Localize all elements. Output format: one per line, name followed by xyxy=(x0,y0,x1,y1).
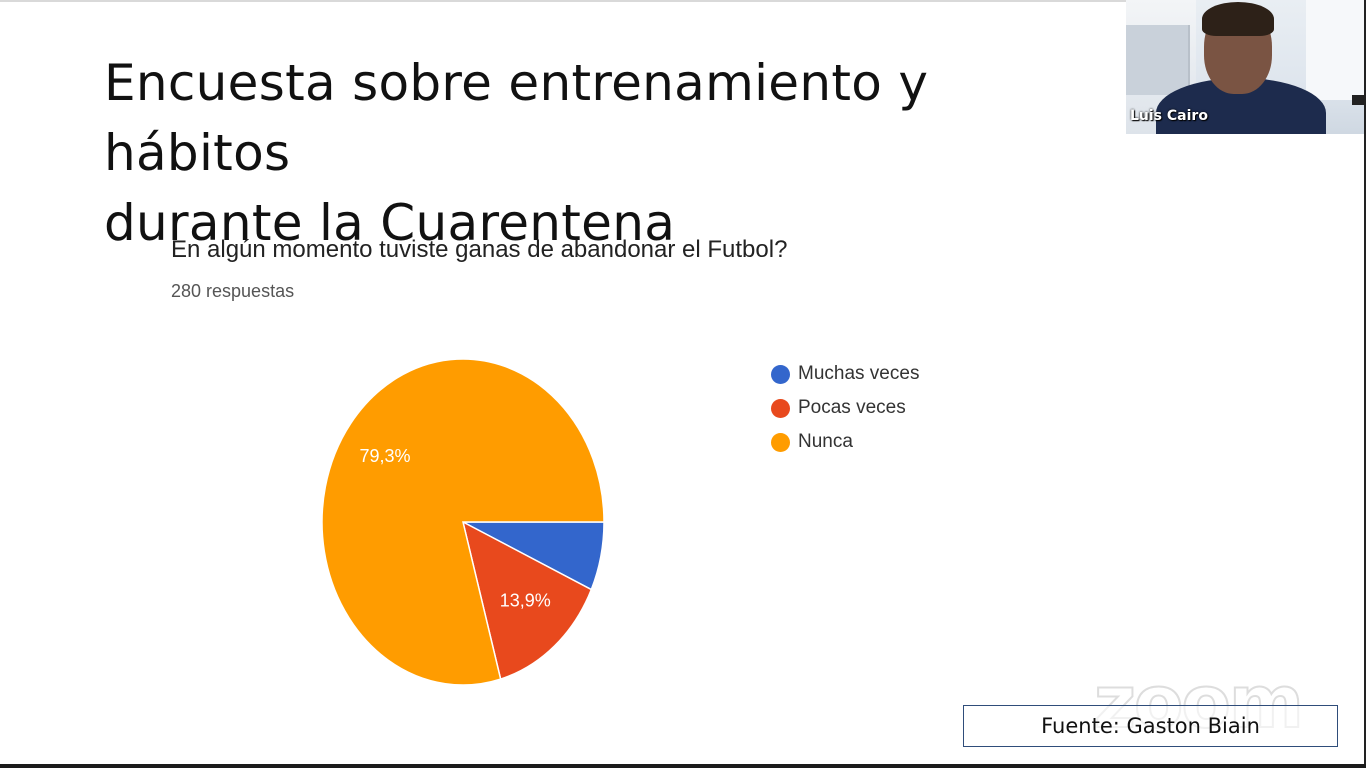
slide-title-line-1: Encuesta sobre entrenamiento y hábitos xyxy=(104,54,929,182)
video-background-window xyxy=(1306,0,1364,100)
participant-name-label: Luis Cairo xyxy=(1130,108,1208,124)
video-background-detail xyxy=(1352,95,1364,105)
chart-legend: Muchas veces Pocas veces Nunca xyxy=(771,357,919,459)
legend-label-muchas-veces: Muchas veces xyxy=(798,363,920,384)
participant-video-tile[interactable]: Luis Cairo xyxy=(1126,0,1364,134)
participant-hair xyxy=(1202,2,1274,36)
legend-item-pocas-veces: Pocas veces xyxy=(771,391,919,425)
pie-chart: 13,9% 79,3% xyxy=(321,358,605,686)
legend-item-nunca: Nunca xyxy=(771,425,919,459)
video-background-cabinet xyxy=(1126,25,1190,95)
pie-slice-nunca xyxy=(321,358,605,686)
survey-question: En algún momento tuviste ganas de abando… xyxy=(171,236,788,263)
slide-title-line-2: durante la Cuarentena xyxy=(104,194,676,252)
legend-swatch-pocas-veces xyxy=(771,398,790,418)
legend-label-nunca: Nunca xyxy=(798,431,853,452)
legend-label-pocas-veces: Pocas veces xyxy=(798,397,906,418)
pie-data-label-pocas-veces: 13,9% xyxy=(500,590,551,610)
window-top-border xyxy=(0,0,1366,2)
pie-slice-pocas-veces xyxy=(461,520,593,681)
response-count: 280 respuestas xyxy=(171,281,295,301)
legend-item-muchas-veces: Muchas veces xyxy=(771,357,919,391)
window-right-border xyxy=(1364,0,1366,768)
legend-swatch-nunca xyxy=(771,432,790,452)
slide-title: Encuesta sobre entrenamiento y hábitos d… xyxy=(104,48,1114,258)
source-caption: Fuente: Gaston Biain xyxy=(963,705,1338,747)
window-bottom-border xyxy=(0,764,1366,768)
pie-data-label-nunca: 79,3% xyxy=(359,446,410,466)
legend-swatch-muchas-veces xyxy=(771,364,790,384)
